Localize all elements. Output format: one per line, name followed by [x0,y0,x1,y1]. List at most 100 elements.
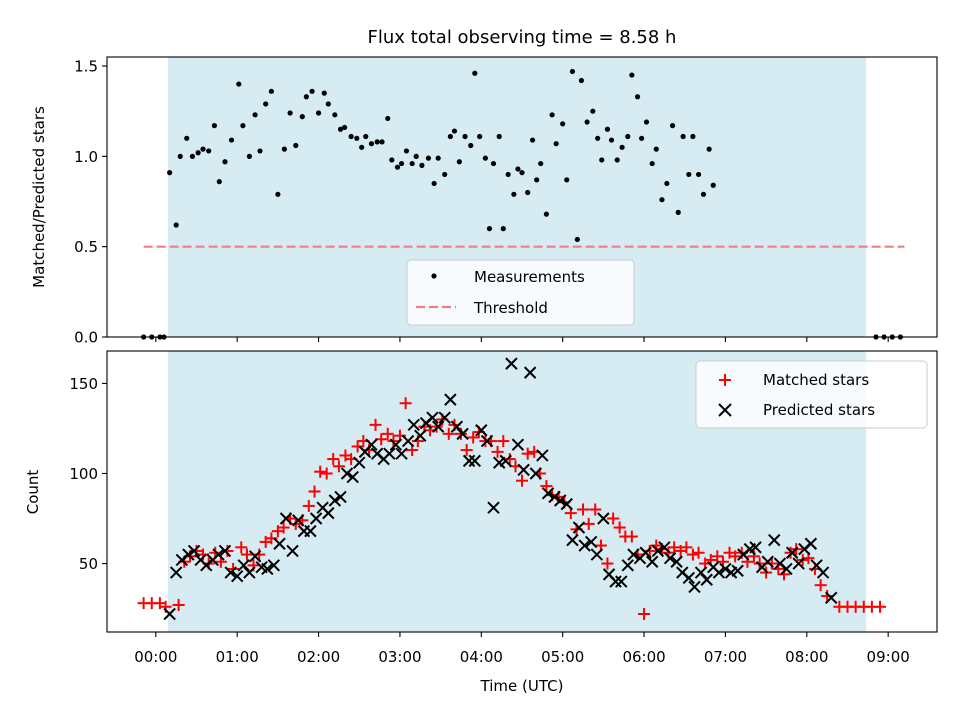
predicted-star-point [431,420,445,433]
matched-star-point [399,397,412,410]
measurement-point [653,146,659,152]
predicted-star-point [267,559,281,572]
time-x-tick-label: 00:00 [134,648,177,666]
measurement-point [468,142,474,149]
predicted-star-point [334,490,347,504]
predicted-star-point [438,411,451,424]
measurement-point [496,133,502,140]
measurement-point [564,177,570,183]
matched-star-point [814,579,827,592]
measurement-point [252,112,258,118]
measurement-point [332,112,338,118]
predicted-star-point [511,438,525,451]
predicted-star-point [651,544,665,558]
measurement-point [525,189,531,196]
measurement-point [482,155,488,161]
measurement-point [686,171,692,178]
ratio-y-tick-label: 1.0 [74,148,98,166]
predicted-star-point [517,463,530,477]
measurement-point [374,139,380,145]
time-x-tick-label: 05:00 [541,648,584,666]
measurement-point [680,133,686,140]
measurement-point [625,133,631,140]
measurement-point [659,197,665,203]
predicted-star-point [700,573,713,586]
matched-star-point [582,517,595,530]
measurement-point [321,90,327,96]
count-y-tick-label: 50 [79,555,98,573]
predicted-star-point [292,514,305,527]
matched-star-point [314,465,327,478]
predicted-star-point [645,555,659,568]
matched-star-point [369,418,382,431]
time-x-tick-label: 07:00 [704,648,747,666]
measurement-point [403,148,410,154]
matched-star-point [503,453,516,466]
measurement-point [359,144,365,150]
measurement-point [275,191,281,197]
matched-star-point [711,550,724,563]
predicted-star-point [780,562,793,576]
measurement-point [419,162,425,168]
measurement-point [177,153,183,159]
measurement-point [354,135,360,141]
measurement-point [700,191,707,197]
time-x-tick-label: 01:00 [216,648,259,666]
predicted-star-point [353,456,366,469]
measurement-point [293,142,299,149]
measurement-point [690,133,696,140]
legend-matched-marker [719,374,731,386]
ratio-legend-box [406,259,635,326]
measurement-point [240,123,246,129]
measurement-point [604,126,611,132]
measurement-point [303,94,309,100]
predicted-star-point [328,494,342,507]
predicted-star-point [548,490,561,504]
measurement-point [216,179,222,185]
measurement-point [342,124,348,131]
predicted-star-point [182,548,195,561]
count-legend-box [695,360,928,429]
measurement-point [695,171,702,178]
measurement-point [315,110,322,116]
ratio-y-axis-title: Matched/Predicted stars [30,106,48,288]
measurement-point [664,180,670,187]
matched-star-point [327,453,340,466]
measurement-point [643,119,650,125]
ratio-panel-frame [106,56,938,338]
matched-star-point [577,503,590,516]
measurement-point [263,101,269,107]
measurement-point [706,146,712,152]
count-y-axis: 50 100 150 [69,375,107,573]
measurement-point [538,160,544,167]
matched-star-point [308,485,321,498]
predicted-star-point [499,454,512,468]
predicted-star-point [712,566,726,579]
matched-star-point [442,427,455,440]
measurement-point [398,160,405,167]
measurement-point [348,133,354,140]
matched-star-point [460,444,473,457]
measurement-point [379,139,385,145]
time-x-tick-label: 04:00 [460,648,503,666]
measurement-point [590,108,596,114]
matched-star-point [172,598,185,611]
measurement-point [629,72,635,78]
predicted-star-point [395,447,408,460]
matched-star-point [625,530,638,543]
predicted-star-point [590,548,604,561]
time-x-tick-label: 09:00 [867,648,910,666]
ratio-x-ticks [155,337,889,342]
predicted-star-point [279,512,293,525]
measurement-point [337,126,344,132]
measurement-point [325,101,331,107]
predicted-star-point [658,541,671,554]
measurement-point [560,121,566,127]
predicted-star-point [584,535,598,549]
ratio-legend: Measurements Threshold [406,259,635,326]
predicted-star-point [694,566,708,579]
measurement-point [211,123,218,129]
predicted-star-point [761,555,774,568]
predicted-star-point [462,454,476,468]
